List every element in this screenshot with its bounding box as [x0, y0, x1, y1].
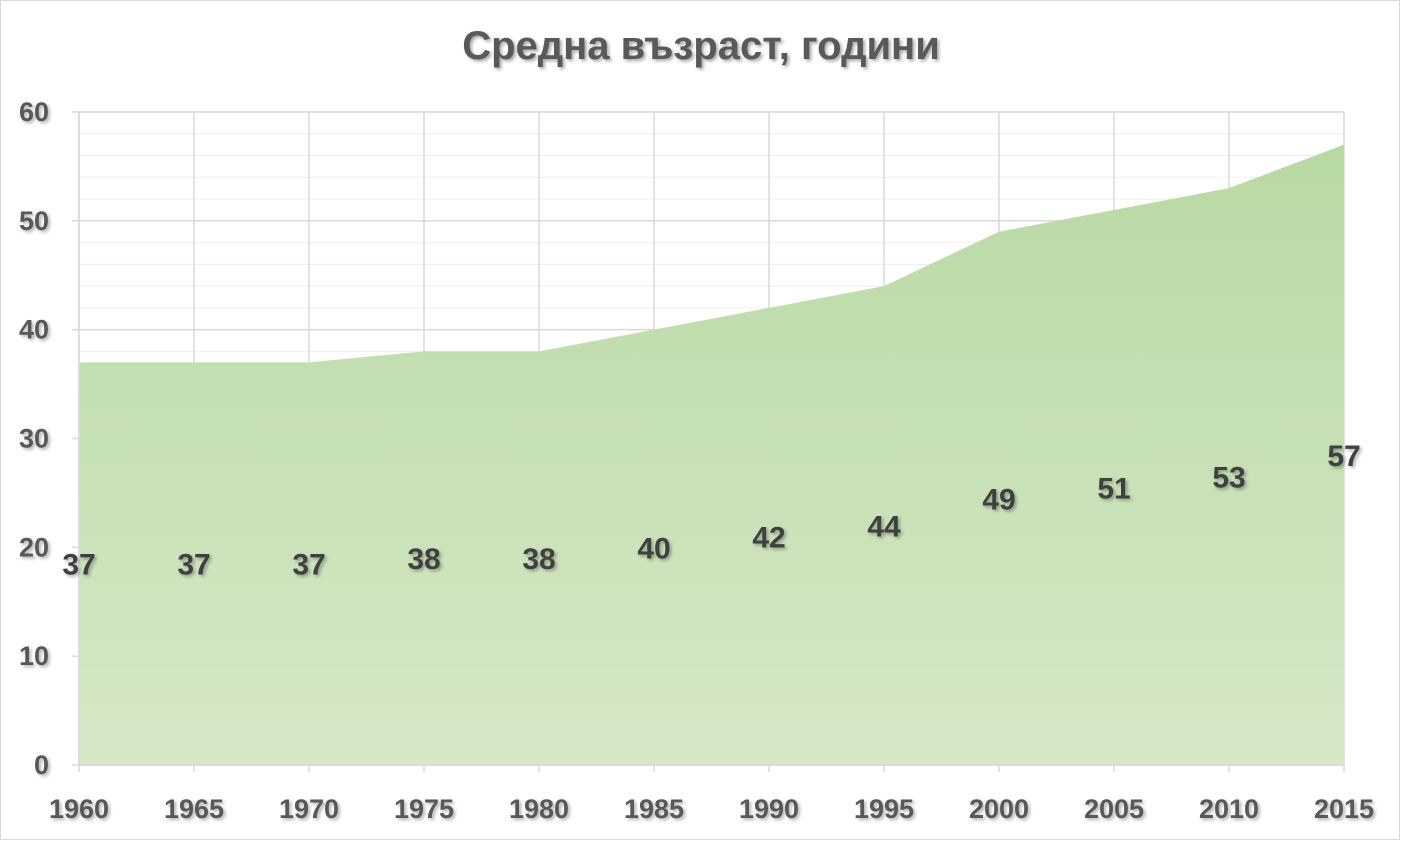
y-tick-label: 20 — [19, 532, 49, 562]
data-label: 37 — [177, 549, 210, 582]
y-tick-label: 50 — [19, 206, 49, 236]
data-label: 44 — [867, 511, 901, 544]
data-label: 42 — [752, 521, 785, 554]
y-tick-label: 60 — [19, 97, 49, 127]
x-tick-label: 1970 — [279, 794, 339, 824]
x-tick-label: 2000 — [969, 794, 1029, 824]
data-label: 57 — [1327, 440, 1360, 473]
x-tick-label: 1960 — [49, 794, 109, 824]
chart-title: Средна възраст, години — [462, 24, 940, 68]
y-tick-label: 0 — [34, 750, 49, 780]
data-label: 37 — [292, 549, 325, 582]
x-tick-label: 1990 — [739, 794, 799, 824]
data-label: 37 — [62, 549, 95, 582]
data-label: 38 — [522, 543, 555, 576]
x-tick-label: 2005 — [1084, 794, 1144, 824]
x-tick-label: 1985 — [624, 794, 684, 824]
data-labels: 37 37 37 38 38 40 42 44 49 51 53 57 — [62, 440, 1360, 582]
data-label: 51 — [1097, 472, 1130, 505]
y-tick-label: 30 — [19, 424, 49, 454]
x-tick-label: 1965 — [164, 794, 224, 824]
x-tick-label: 1975 — [394, 794, 454, 824]
data-label: 53 — [1212, 462, 1245, 495]
y-tick-label: 40 — [19, 315, 49, 345]
data-label: 40 — [637, 532, 670, 565]
x-tick-label: 1995 — [854, 794, 914, 824]
area-fill — [79, 144, 1344, 765]
x-tick-label: 1980 — [509, 794, 569, 824]
x-tick-label: 2010 — [1199, 794, 1259, 824]
axes: 1960 1965 1970 1975 1980 1985 1990 1995 2000 2005… — [19, 97, 1374, 824]
y-tick-label: 10 — [19, 641, 49, 671]
area-series — [79, 144, 1344, 765]
data-label: 49 — [982, 483, 1015, 516]
x-tick-label: 2015 — [1314, 794, 1374, 824]
data-label: 38 — [407, 543, 440, 576]
